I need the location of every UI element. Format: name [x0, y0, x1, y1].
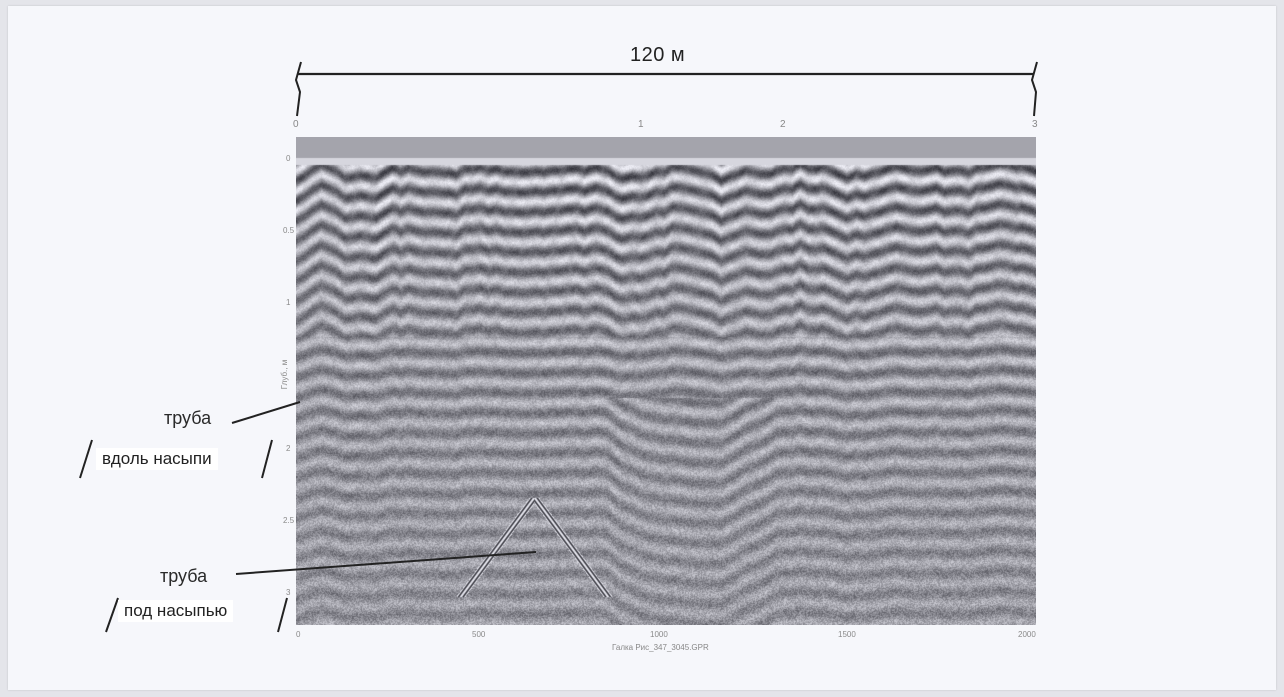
depth-tick-2: 1: [286, 298, 291, 307]
depth-tick-1: 0.5: [283, 226, 295, 235]
trace-tick-2000: 2000: [1018, 630, 1036, 639]
trace-tick-1000: 1000: [650, 630, 668, 639]
scale-left-tick: [294, 61, 302, 117]
pipe-along-title: труба: [164, 408, 212, 428]
scale-bar: [294, 61, 1038, 117]
depth-tick-6: 3: [286, 588, 291, 597]
trace-tick-500: 500: [472, 630, 486, 639]
trace-tick-0: 0: [296, 630, 301, 639]
depth-tick-0: 0: [286, 154, 291, 163]
pipe-under-leader: [235, 551, 537, 575]
scale-right-tick: [1030, 61, 1038, 117]
file-label: Галка Рис_347_3045.GPR: [612, 643, 709, 652]
trace-tick-1500: 1500: [838, 630, 856, 639]
pipe-along-box: вдоль насыпи: [96, 448, 218, 470]
bracket-left-1: [79, 439, 93, 479]
bracket-right-1: [261, 439, 273, 479]
marker-2: 2: [780, 119, 786, 130]
bracket-left-2: [105, 597, 119, 633]
marker-1: 1: [638, 119, 644, 130]
pipe-along-leader: [231, 401, 301, 424]
depth-tick-4: 2: [286, 444, 291, 453]
radargram: [296, 137, 1036, 625]
depth-tick-5: 2.5: [283, 516, 295, 525]
pipe-under-box: под насыпью: [118, 600, 234, 622]
marker-0: 0: [293, 119, 299, 130]
pipe-under-title: труба: [160, 566, 208, 586]
bracket-right-2: [277, 597, 288, 633]
marker-3: 3: [1032, 119, 1038, 130]
scale-label: 120 м: [630, 44, 686, 66]
radargram-image: [296, 137, 1036, 625]
